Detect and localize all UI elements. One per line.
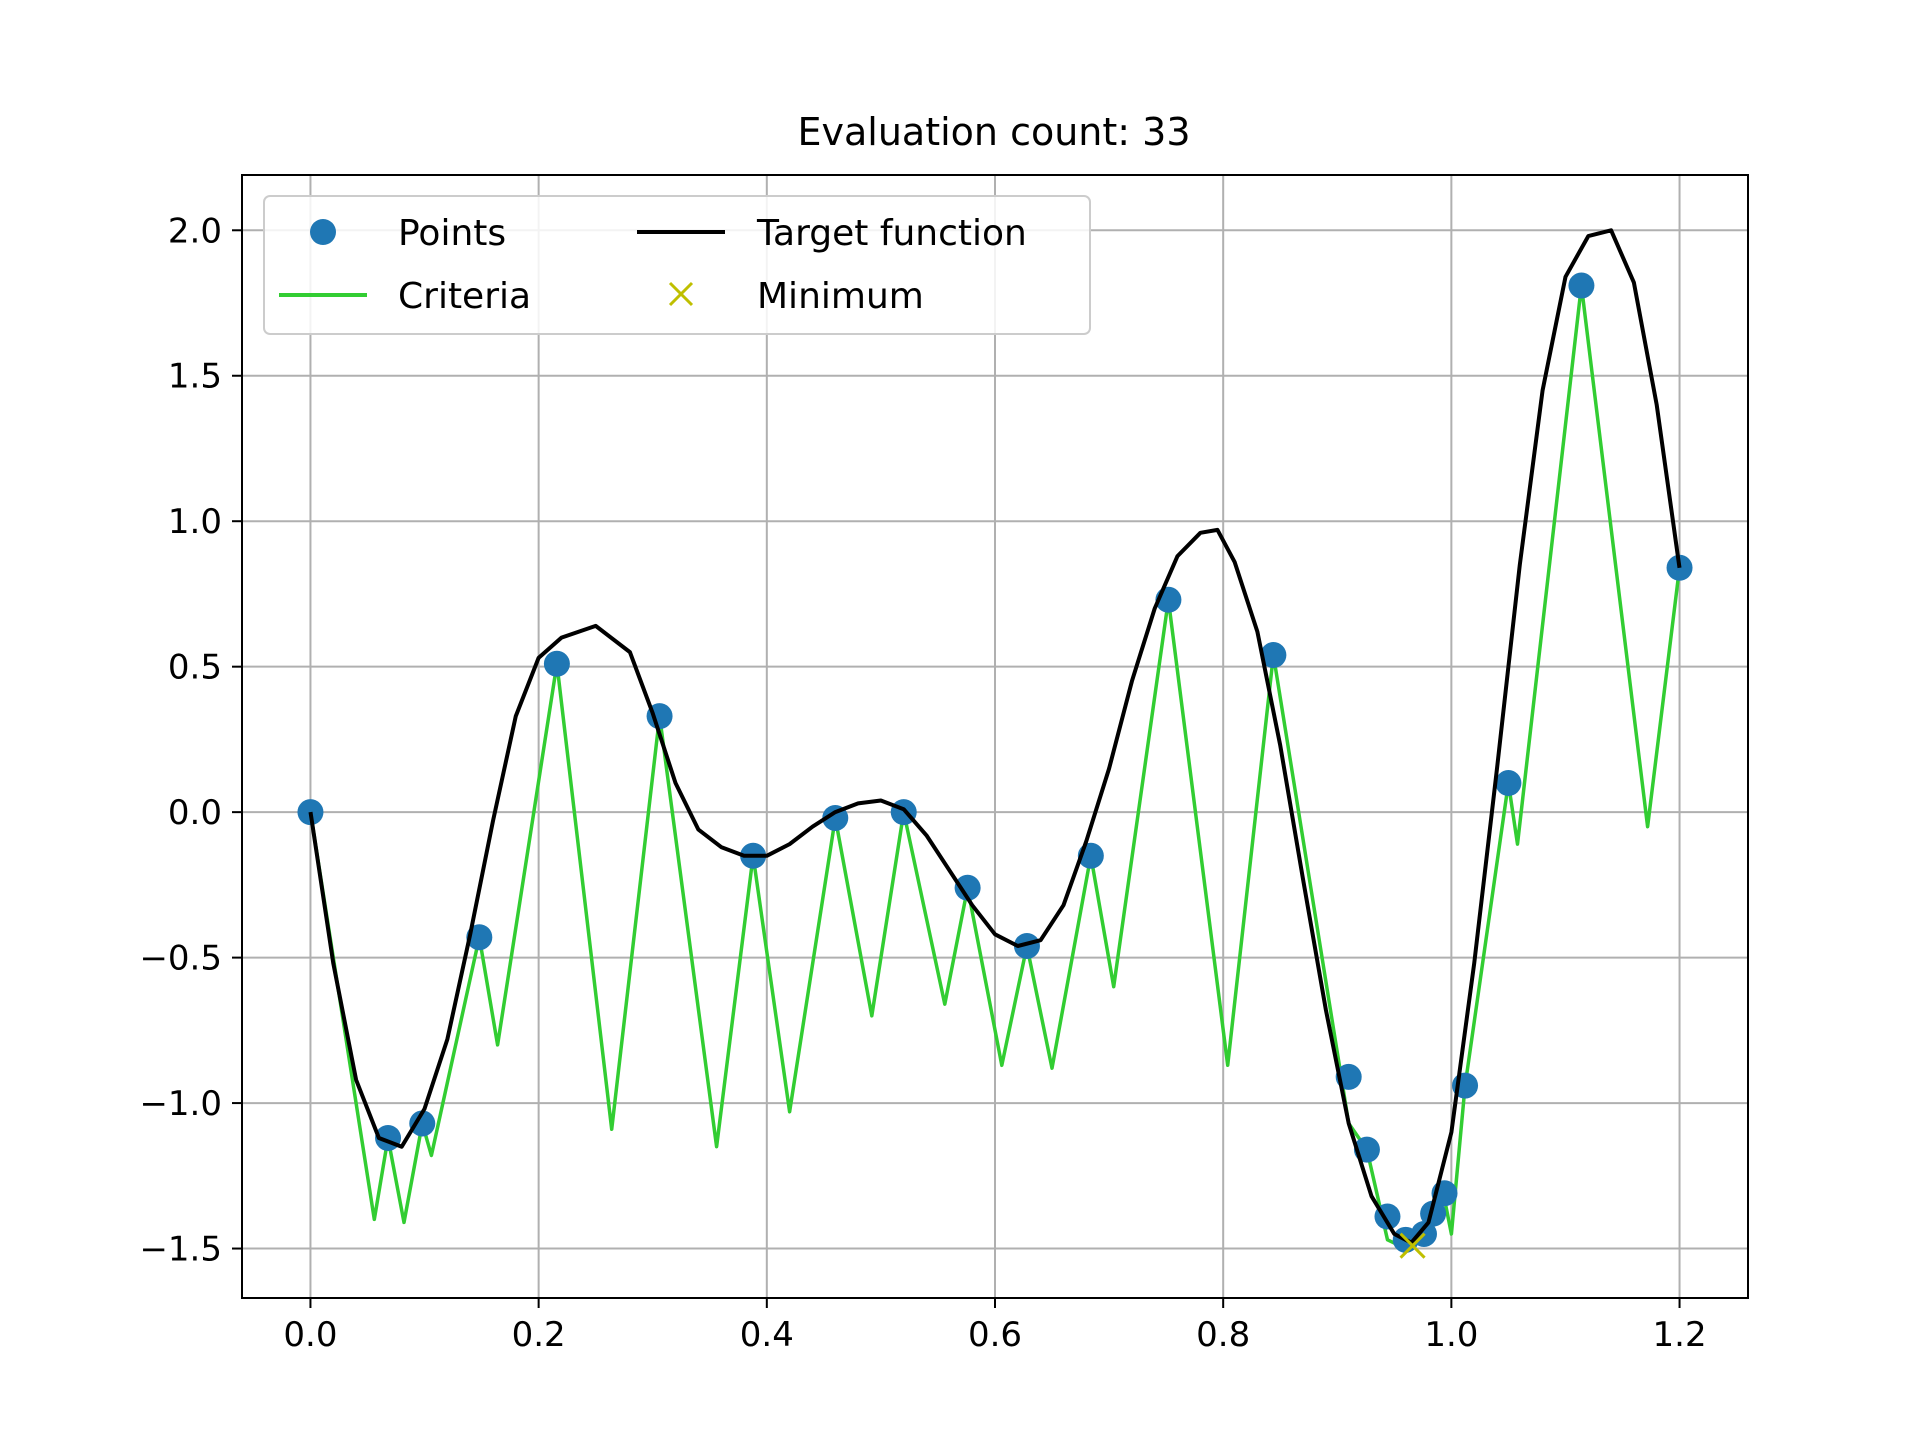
minimum-marker	[1399, 1232, 1426, 1259]
data-point	[409, 1110, 436, 1137]
data-point	[1495, 770, 1522, 797]
y-tick-label: 0.5	[168, 648, 222, 688]
x-tick-label: 0.8	[1196, 1315, 1250, 1355]
x-tick-label: 0.4	[740, 1315, 794, 1355]
legend-minimum-label: Minimum	[757, 276, 924, 317]
target-function-line	[308, 228, 1682, 1245]
legend-points-marker	[310, 219, 336, 245]
chart-title: Evaluation count: 33	[797, 110, 1190, 154]
y-tick-label: 2.0	[168, 211, 222, 251]
data-point	[1420, 1200, 1447, 1227]
y-tick-label: −1.5	[139, 1230, 222, 1270]
x-tick-label: 0.2	[512, 1315, 566, 1355]
series-layer	[297, 228, 1693, 1259]
data-point	[543, 650, 570, 677]
data-point	[1568, 272, 1595, 299]
ticks-layer: 0.0 0.2 0.4 0.6 0.8 1.0 1.2 −1.5 −1.0 −0.5 0.0 0.5 1…	[139, 211, 1706, 1355]
y-tick-label: 1.0	[168, 502, 222, 542]
minimum-marker-stroke	[1399, 1232, 1426, 1259]
x-tick-label: 0.0	[283, 1315, 337, 1355]
legend-points-label: Points	[398, 213, 506, 254]
x-tick-label: 1.0	[1424, 1315, 1478, 1355]
legend: Points Target function Criteria Minimum	[263, 195, 1091, 335]
y-tick-label: −1.0	[139, 1084, 222, 1124]
data-point	[1013, 932, 1040, 959]
data-point	[1260, 642, 1287, 669]
legend-minimum-marker	[668, 281, 694, 307]
y-tick-label: 0.0	[168, 793, 222, 833]
legend-target-label: Target function	[756, 213, 1027, 254]
x-tick-label: 0.6	[968, 1315, 1022, 1355]
legend-frame	[263, 195, 1091, 335]
data-point	[954, 874, 981, 901]
legend-criteria-label: Criteria	[398, 276, 531, 317]
y-tick-label: 1.5	[168, 357, 222, 397]
y-tick-label: −0.5	[139, 939, 222, 979]
x-tick-label: 1.2	[1653, 1315, 1707, 1355]
